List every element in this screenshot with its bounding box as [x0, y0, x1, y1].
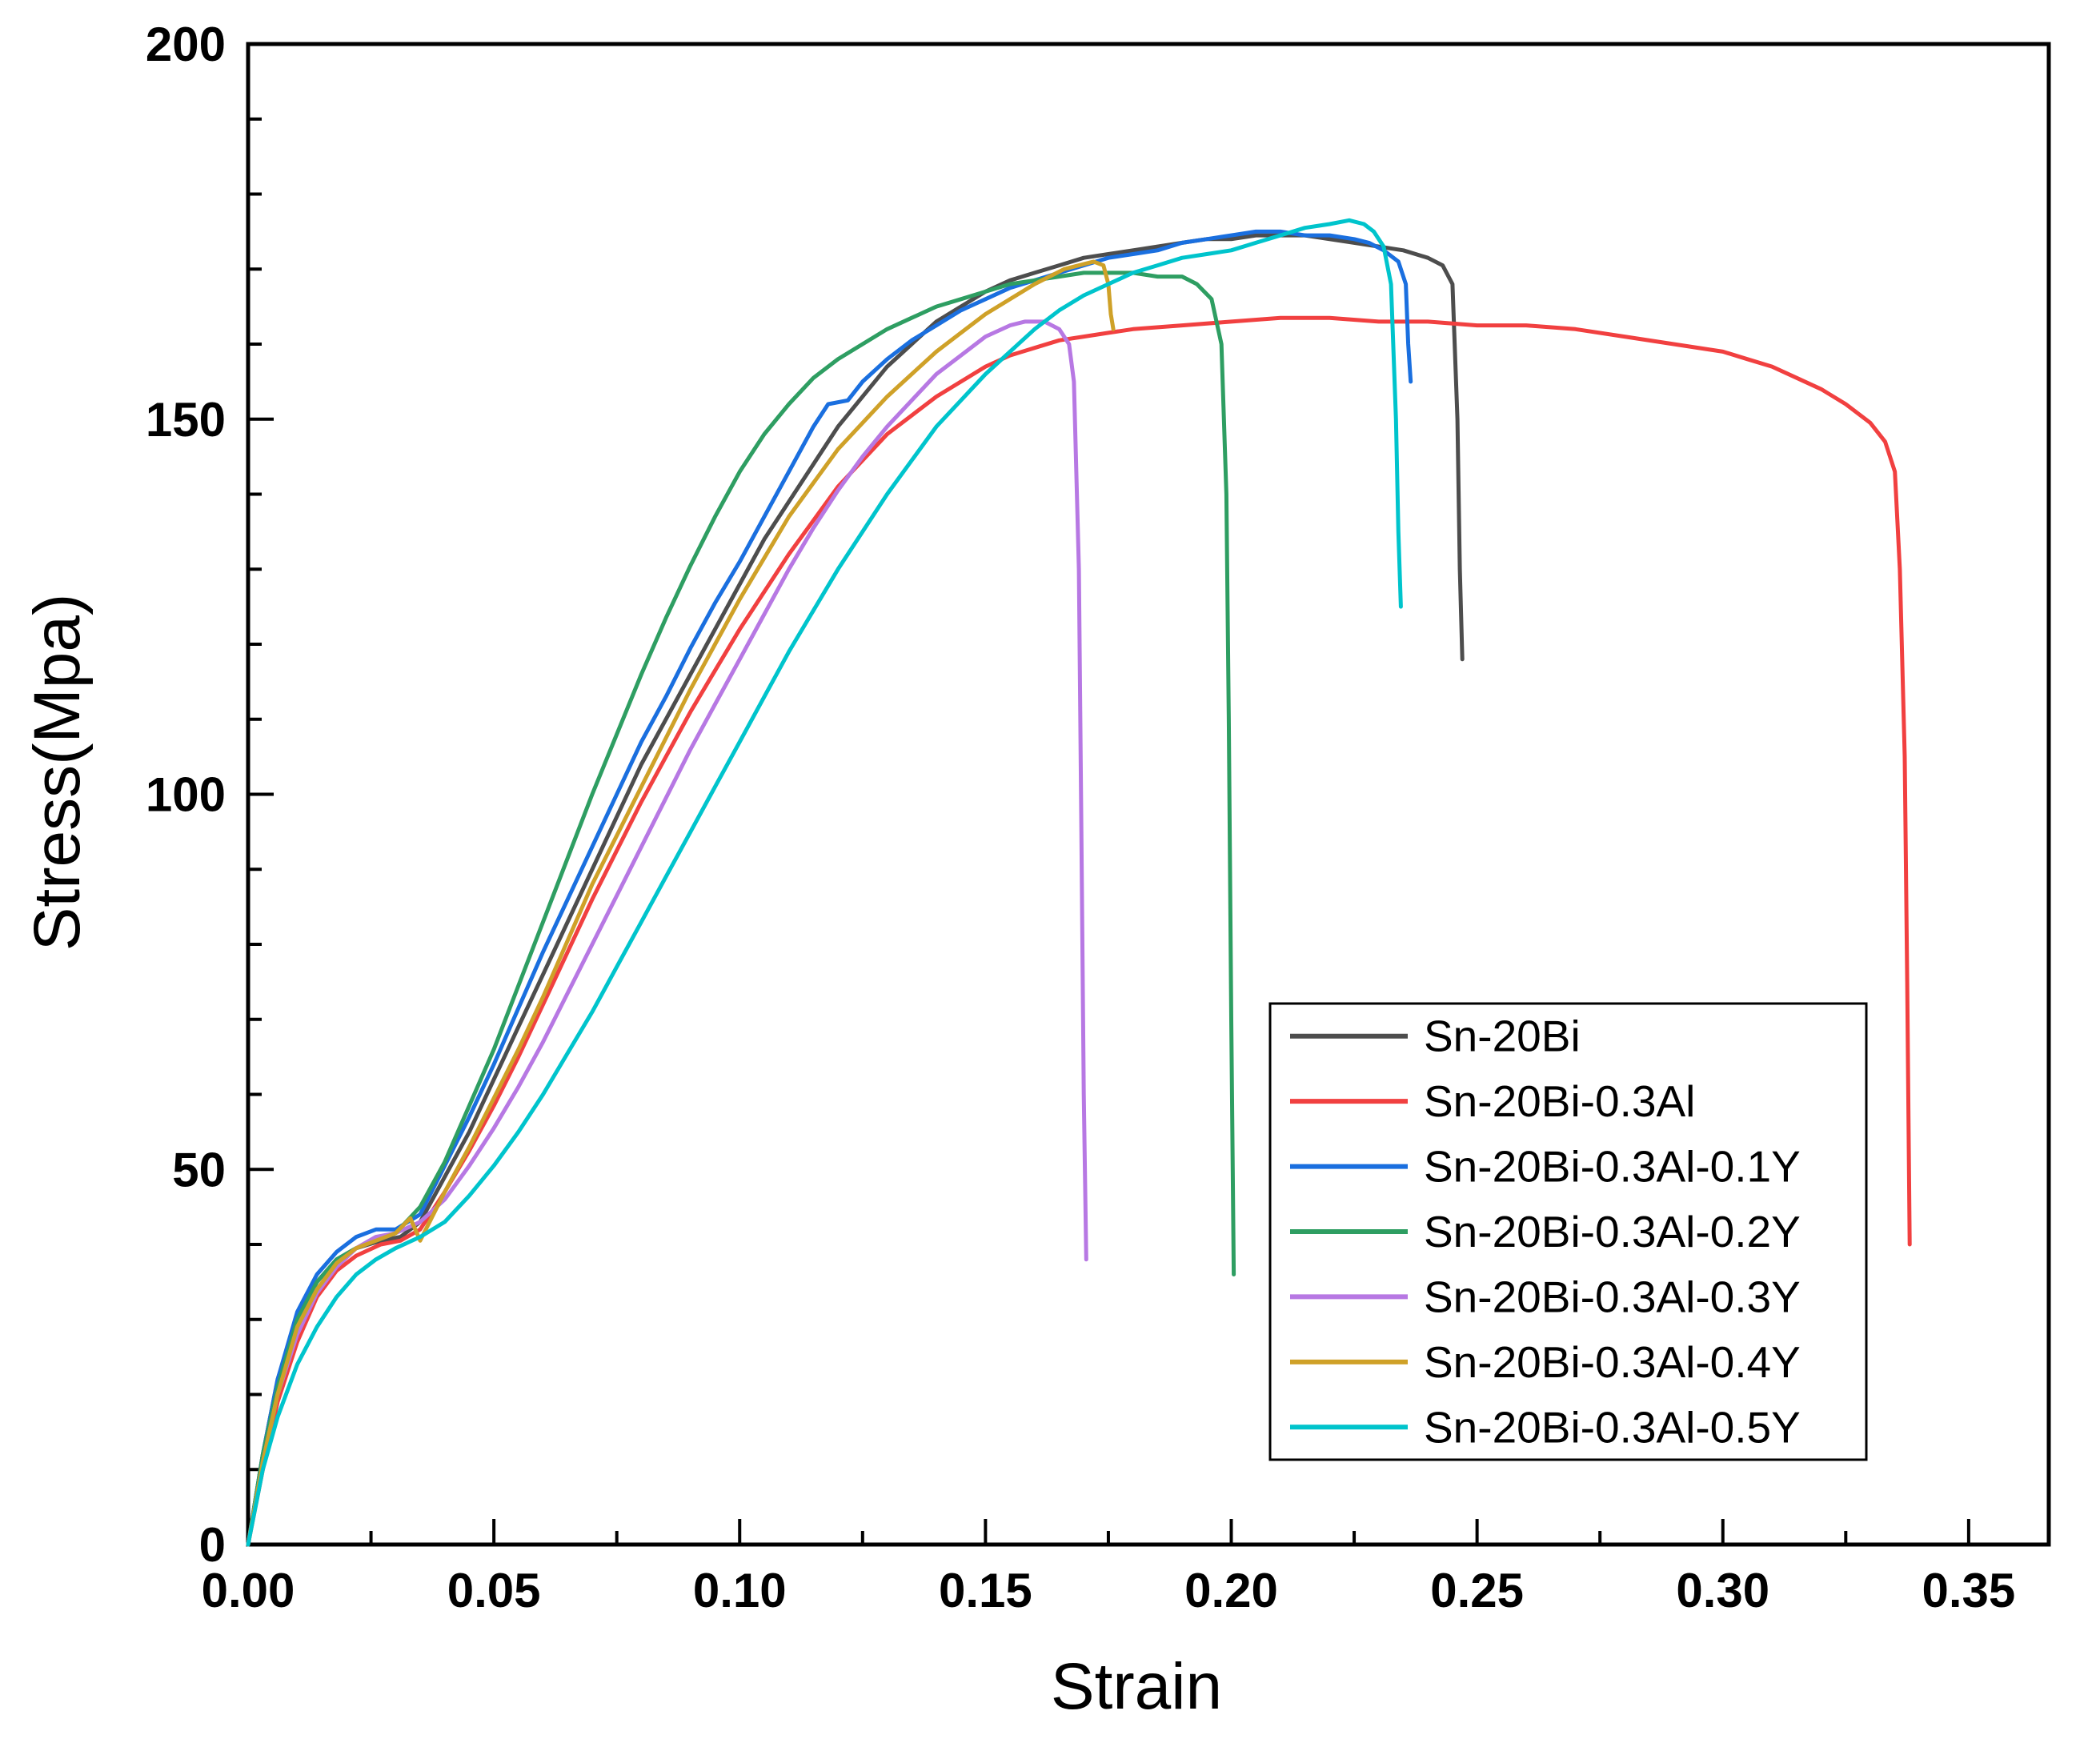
legend-label: Sn-20Bi: [1424, 1012, 1581, 1061]
series-line-Sn-20Bi-0.3Al-0.2Y: [246, 270, 1236, 1547]
plot-frame: [246, 42, 2051, 1547]
y-tick-label: 200: [146, 18, 226, 71]
x-tick-label: 0.05: [447, 1564, 541, 1617]
legend-label: Sn-20Bi-0.3Al-0.2Y: [1424, 1207, 1801, 1256]
x-axis-title: Strain: [1050, 1650, 1223, 1723]
x-tick-label: 0.35: [1922, 1564, 2015, 1617]
legend-label: Sn-20Bi-0.3Al-0.5Y: [1424, 1402, 1801, 1452]
x-tick-label: 0.20: [1184, 1564, 1278, 1617]
x-tick-label: 0.15: [939, 1564, 1032, 1617]
x-tick-label: 0.10: [693, 1564, 787, 1617]
legend-label: Sn-20Bi-0.3Al: [1424, 1076, 1695, 1126]
legend-label: Sn-20Bi-0.3Al-0.1Y: [1424, 1142, 1801, 1192]
series-line-Sn-20Bi-0.3Al-0.1Y: [246, 229, 1413, 1547]
legend-label: Sn-20Bi-0.3Al-0.3Y: [1424, 1272, 1801, 1321]
y-axis-title: Stress(Mpa): [21, 593, 94, 952]
x-tick-label: 0.00: [202, 1564, 295, 1617]
series-line-Sn-20Bi-0.3Al-0.5Y: [246, 218, 1403, 1547]
y-tick-label: 100: [146, 768, 226, 822]
series-line-Sn-20Bi: [246, 233, 1465, 1547]
x-tick-label: 0.30: [1676, 1564, 1769, 1617]
y-tick-label: 50: [172, 1143, 226, 1196]
series-line-Sn-20Bi-0.3Al-0.4Y: [246, 259, 1116, 1547]
series-line-Sn-20Bi-0.3Al-0.3Y: [246, 319, 1088, 1547]
x-tick-label: 0.25: [1430, 1564, 1524, 1617]
y-tick-label: 150: [146, 393, 226, 447]
legend-label: Sn-20Bi-0.3Al-0.4Y: [1424, 1337, 1801, 1387]
y-tick-label: 0: [199, 1518, 226, 1572]
